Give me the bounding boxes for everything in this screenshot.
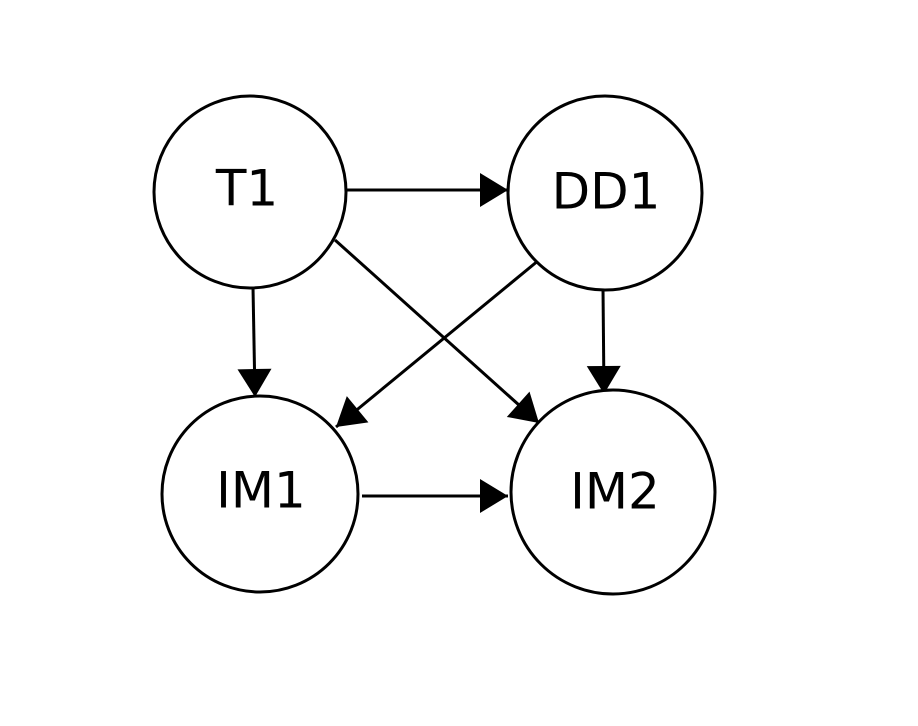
node <box>152 94 348 290</box>
edge <box>333 238 541 425</box>
node-label: T1 <box>215 160 278 218</box>
node <box>506 94 704 292</box>
node-label: IM2 <box>570 463 660 521</box>
edge <box>335 258 540 429</box>
node-label: IM1 <box>216 462 306 520</box>
node <box>509 388 717 596</box>
edge <box>237 286 272 398</box>
edge <box>586 287 621 395</box>
node <box>160 394 360 594</box>
node-label: DD1 <box>552 163 661 221</box>
